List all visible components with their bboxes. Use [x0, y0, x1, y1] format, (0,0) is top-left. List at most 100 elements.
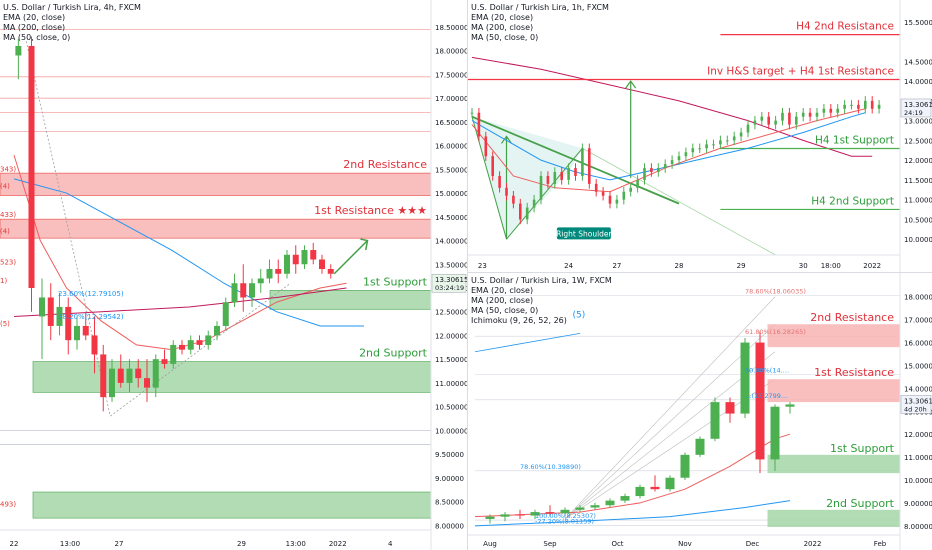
zone-label: 2nd Resistance: [343, 158, 427, 171]
cut-off-label: (4): [0, 227, 10, 235]
indicator-label[interactable]: MA (50, close, 0): [471, 33, 539, 42]
fib-label: 100.00%(8.25307): [535, 512, 596, 520]
candle-up: [205, 335, 212, 345]
projection-arrowhead: [360, 238, 369, 251]
candle-down: [196, 340, 203, 345]
zone-resistance: [767, 379, 900, 403]
indicator-label[interactable]: MA (200, close): [3, 23, 66, 32]
indicator-label[interactable]: Ichimoku (9, 26, 52, 26): [471, 316, 567, 325]
x-tick-label: Dec: [746, 540, 760, 548]
zone-support: [32, 491, 432, 519]
y-tick-label: 10.50000: [435, 404, 467, 412]
zone-support: [767, 454, 900, 474]
chart-1w-header: U.S. Dollar / Turkish Lira, 1W, FXCM EMA…: [471, 276, 612, 326]
candle-up: [620, 496, 630, 501]
candle-up: [740, 342, 750, 414]
candle-up: [781, 112, 784, 121]
candle-up: [500, 514, 510, 517]
indicator-label[interactable]: MA (200, close): [471, 296, 534, 305]
y-tick-label: 13.00000: [904, 118, 932, 126]
chart-panel-4h[interactable]: 2nd Resistance15.175001st Resistance ★★★…: [0, 0, 468, 550]
candle-down: [608, 195, 612, 204]
candle-up: [850, 104, 853, 106]
x-tick-label: 13:00: [60, 540, 80, 548]
candle-up: [785, 404, 795, 407]
candle-down: [310, 250, 317, 260]
candle-up: [770, 406, 780, 460]
zone-label: 1st Resistance ★★★: [314, 204, 427, 217]
x-tick-label: 22: [10, 540, 19, 548]
candle-up: [74, 325, 80, 341]
zone-label: 1st Support: [363, 275, 428, 288]
candle-down: [519, 203, 522, 220]
candle-up: [567, 168, 570, 180]
price-tag-bg: [431, 273, 467, 293]
head-shoulders-area: [472, 116, 583, 240]
level-label: Inv H&S target + H4 1st Resistance: [707, 66, 894, 78]
ma200-line: [13, 287, 347, 317]
candle-up: [677, 156, 681, 161]
indicator-label[interactable]: MA (200, close): [471, 23, 534, 32]
candle-down: [829, 108, 833, 113]
measure-arrowhead: [501, 135, 512, 144]
candle-up: [629, 187, 632, 192]
y-tick-label: 14.50000: [435, 214, 467, 222]
candle-down: [512, 195, 515, 204]
x-tick-label: 24: [564, 262, 573, 270]
indicator-label[interactable]: EMA (20, close): [471, 13, 534, 22]
candle-up: [605, 500, 615, 506]
candle-up: [698, 148, 701, 150]
chart-1w-svg[interactable]: (5)2nd Resistance16.563001st Resistance1…: [468, 273, 932, 550]
candle-down: [91, 335, 98, 355]
candle-down: [560, 172, 563, 180]
y-tick-label: 14.00000: [904, 78, 932, 86]
candle-up: [530, 512, 540, 516]
indicator-label[interactable]: MA (50, close, 0): [3, 33, 71, 42]
candle-down: [275, 269, 282, 274]
chart-panel-1h[interactable]: H4 2nd Resistance15.17500Inv H&S target …: [468, 0, 932, 273]
zone-label: 2nd Support: [359, 347, 428, 360]
fan-line: [564, 378, 776, 520]
y-tick-label: 9.50000: [435, 451, 464, 459]
zone-label: 2nd Resistance: [810, 311, 894, 324]
chart-4h-svg[interactable]: 2nd Resistance15.175001st Resistance ★★★…: [0, 0, 467, 550]
y-tick-label: 15.50000: [435, 166, 467, 174]
candle-up: [712, 144, 715, 146]
price-tag-value: 13.30615: [904, 101, 932, 109]
chart-panel-1w[interactable]: (5)2nd Resistance16.563001st Resistance1…: [468, 273, 932, 550]
candle-up: [760, 116, 764, 121]
fan-line: [564, 351, 776, 520]
candle-down: [767, 116, 770, 125]
indicator-label[interactable]: EMA (20, close): [471, 286, 534, 295]
y-tick-label: 15.00000: [904, 362, 932, 370]
candle-up: [214, 325, 220, 336]
y-tick-label: 12.00000: [904, 431, 932, 439]
y-tick-label: 17.50000: [435, 71, 467, 79]
candle-up: [836, 108, 839, 113]
x-tick-label: Oct: [611, 540, 623, 548]
y-tick-label: 11.00000: [904, 197, 932, 205]
candle-down: [725, 402, 735, 414]
ma50-line: [13, 178, 364, 327]
indicator-label[interactable]: EMA (20, close): [3, 13, 66, 22]
x-tick-label: 28: [675, 262, 684, 270]
chart-1h-svg[interactable]: H4 2nd Resistance15.17500Inv H&S target …: [468, 0, 932, 272]
y-tick-label: 8.50000: [435, 499, 464, 507]
level-label: H4 2nd Support: [811, 195, 894, 207]
zone-label: 1st Resistance: [814, 366, 894, 379]
candle-up: [622, 191, 626, 200]
y-tick-label: 12.50000: [435, 309, 467, 317]
candle-down: [505, 187, 508, 196]
x-tick-label: Aug: [483, 540, 497, 548]
cut-off-label: (4): [0, 182, 10, 190]
candle-up: [657, 168, 660, 172]
candle-up: [109, 368, 115, 398]
candle-down: [788, 112, 791, 125]
candle-up: [801, 112, 805, 117]
zone-resistance: [0, 218, 432, 239]
x-tick-label: 30: [799, 262, 808, 270]
candle-down: [292, 254, 299, 265]
indicator-label[interactable]: MA (50, close, 0): [471, 306, 539, 315]
candle-up: [815, 112, 819, 117]
candle-down: [546, 175, 550, 184]
